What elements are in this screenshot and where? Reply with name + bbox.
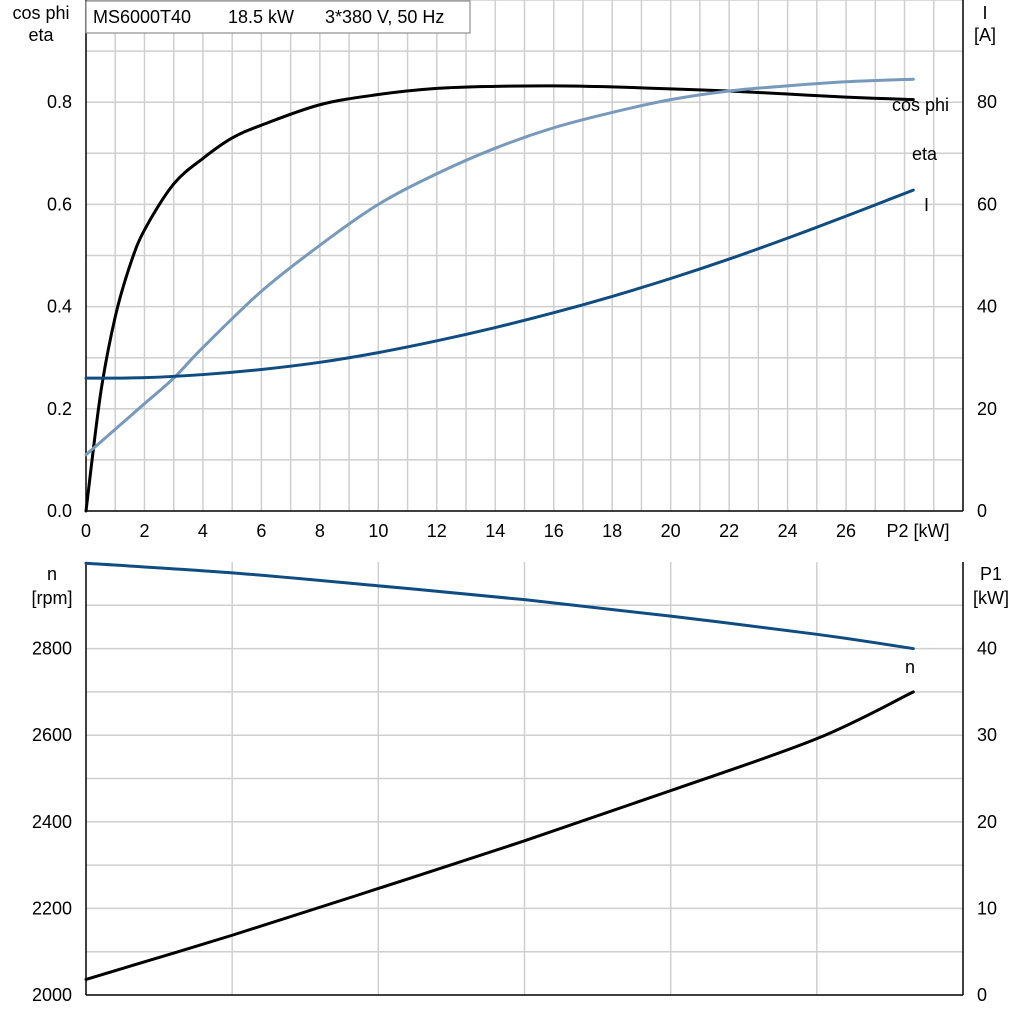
bottom-series-n-line: [84, 561, 915, 651]
top-series-eta-line: [84, 84, 915, 513]
bottom-right-tick-label: 40: [977, 639, 997, 659]
bottom-left-axis-title-2: [rpm]: [31, 588, 72, 608]
bottom-right-tick-label: 20: [977, 812, 997, 832]
bottom-left-tick-label: 2200: [32, 898, 72, 918]
top-right-tick-label: 20: [977, 399, 997, 419]
top-x-tick-label: 6: [256, 521, 266, 541]
bottom-tick-labels: 2000 2200 2400 2600 2800 0 10 20 30 40: [32, 639, 997, 1005]
bottom-left-axis-title-1: n: [47, 564, 57, 584]
top-x-tick-label: 20: [661, 521, 681, 541]
top-x-tick-label: 8: [315, 521, 325, 541]
top-left-tick-label: 0.6: [47, 194, 72, 214]
top-x-tick-label: 10: [368, 521, 388, 541]
chart-header-box: [85, 0, 471, 34]
top-series-i-line: [84, 188, 915, 380]
top-x-tick-label: 2: [139, 521, 149, 541]
bottom-right-tick-label: 0: [977, 985, 987, 1005]
header-power: 18.5 kW: [228, 7, 294, 27]
top-x-tick-label: 16: [544, 521, 564, 541]
top-x-tick-label: 24: [778, 521, 798, 541]
bottom-series-p1-line: [84, 690, 915, 981]
bottom-right-tick-label: 10: [977, 898, 997, 918]
top-left-tick-label: 0.0: [47, 501, 72, 521]
bottom-panel: n [rpm] P1 [kW] 200022002400260028000102…: [31, 561, 1009, 1005]
header-model: MS6000T40: [93, 7, 191, 27]
label-cos-phi: cos phi: [892, 95, 949, 115]
bottom-right-axis-title-1: P1: [980, 564, 1002, 584]
top-x-tick-label: 12: [427, 521, 447, 541]
bottom-left-tick-label: 2000: [32, 985, 72, 1005]
top-tick-labels: 0 2 4 6 8 10 12 14 16 18 20 22 24 260.00.20.40.60.802…: [47, 92, 997, 541]
top-right-tick-label: 60: [977, 194, 997, 214]
top-grid: [86, 0, 963, 511]
top-x-tick-label: 0: [81, 521, 91, 541]
top-series: [84, 77, 915, 513]
top-right-tick-label: 80: [977, 92, 997, 112]
bottom-right-axis-title-2: [kW]: [973, 588, 1009, 608]
top-panel: MS6000T40 18.5 kW 3*380 V, 50 Hz cos phi…: [12, 0, 997, 541]
top-x-end-label: P2 [kW]: [886, 521, 949, 541]
top-right-axis-title-1: I: [982, 3, 987, 23]
bottom-left-tick-label: 2400: [32, 812, 72, 832]
label-current: I: [924, 195, 929, 215]
top-left-tick-label: 0.8: [47, 92, 72, 112]
top-left-axis-title-1: cos phi: [12, 3, 69, 23]
top-left-tick-label: 0.2: [47, 399, 72, 419]
top-right-tick-label: 0: [977, 501, 987, 521]
bottom-left-tick-label: 2800: [32, 639, 72, 659]
top-left-tick-label: 0.4: [47, 297, 72, 317]
header-supply: 3*380 V, 50 Hz: [325, 7, 444, 27]
top-right-axis-title-2: [A]: [974, 25, 996, 45]
top-left-axis-title-2: eta: [28, 25, 54, 45]
top-x-tick-label: 18: [602, 521, 622, 541]
top-x-tick-label: 4: [198, 521, 208, 541]
bottom-grid: [86, 562, 963, 995]
top-right-tick-label: 40: [977, 297, 997, 317]
label-speed: n: [905, 657, 915, 677]
top-x-tick-label: 22: [719, 521, 739, 541]
bottom-right-tick-label: 30: [977, 725, 997, 745]
label-eta: eta: [912, 144, 938, 164]
top-x-tick-label: 14: [485, 521, 505, 541]
bottom-series: [84, 561, 915, 981]
top-x-tick-label: 26: [836, 521, 856, 541]
top-series-cos-phi-line: [84, 77, 915, 457]
bottom-left-tick-label: 2600: [32, 725, 72, 745]
